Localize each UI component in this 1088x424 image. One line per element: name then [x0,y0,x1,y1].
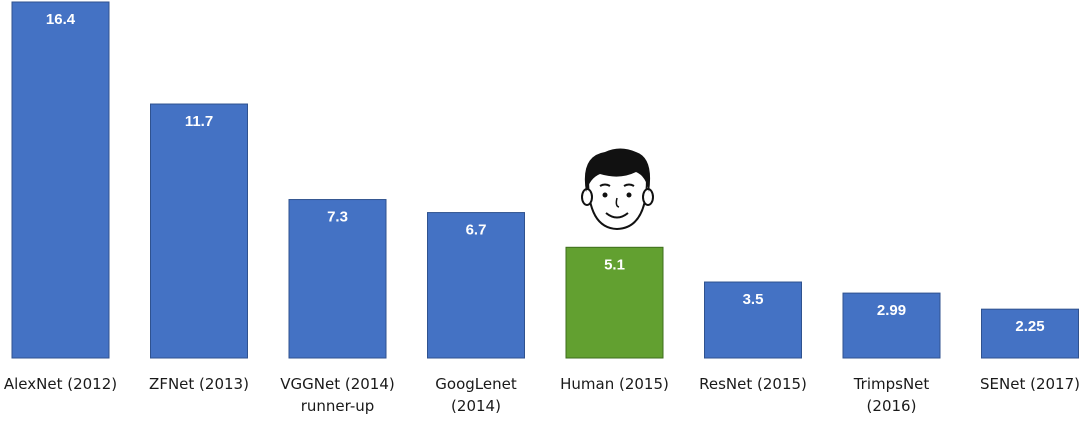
category-label-trimpsnet-line-2: (2016) [867,397,917,415]
human-face-icon [581,148,654,231]
bar-resnet-2015 [704,281,802,359]
category-label-zfnet-2013: ZFNet (2013) [149,375,249,393]
value-label-senet-2017: 2.25 [1015,318,1044,335]
bars-group [11,1,1079,359]
bar-zfnet-2013 [150,103,248,359]
value-label-human-2015: 5.1 [604,256,625,273]
category-labels-group: AlexNet (2012) ZFNet (2013) VGGNet (2014) r… [4,375,1080,415]
category-label-human-2015: Human (2015) [560,375,669,393]
value-label-resnet-2015: 3.5 [743,291,764,308]
bar-human-2015 [565,246,664,359]
category-label-googlenet-line-2: (2014) [451,397,501,415]
category-label-vggnet-2014-line-2: runner-up [301,397,375,415]
value-label-trimpsnet: 2.99 [877,302,906,319]
category-label-trimpsnet: TrimpsNet [853,375,930,393]
category-label-resnet-2015: ResNet (2015) [699,375,807,393]
value-label-alexnet-2012: 16.4 [46,11,76,28]
value-label-vggnet-2014: 7.3 [327,209,348,226]
category-label-googlenet: GoogLenet [435,375,517,393]
category-label-senet-2017: SENet (2017) [980,375,1080,393]
bar-vggnet-2014 [288,199,387,359]
value-labels-group: 16.4 11.7 7.3 6.7 5.1 3.5 2.99 2.25 [46,11,1045,335]
bar-senet-2017 [981,308,1079,359]
bar-alexnet-2012 [11,1,110,359]
bar-trimpsnet [842,292,941,359]
category-label-alexnet-2012: AlexNet (2012) [4,375,117,393]
bar-googlenet [427,212,525,359]
value-label-zfnet-2013: 11.7 [185,113,213,130]
value-label-googlenet: 6.7 [466,222,487,239]
category-label-vggnet-2014: VGGNet (2014) [280,375,395,393]
